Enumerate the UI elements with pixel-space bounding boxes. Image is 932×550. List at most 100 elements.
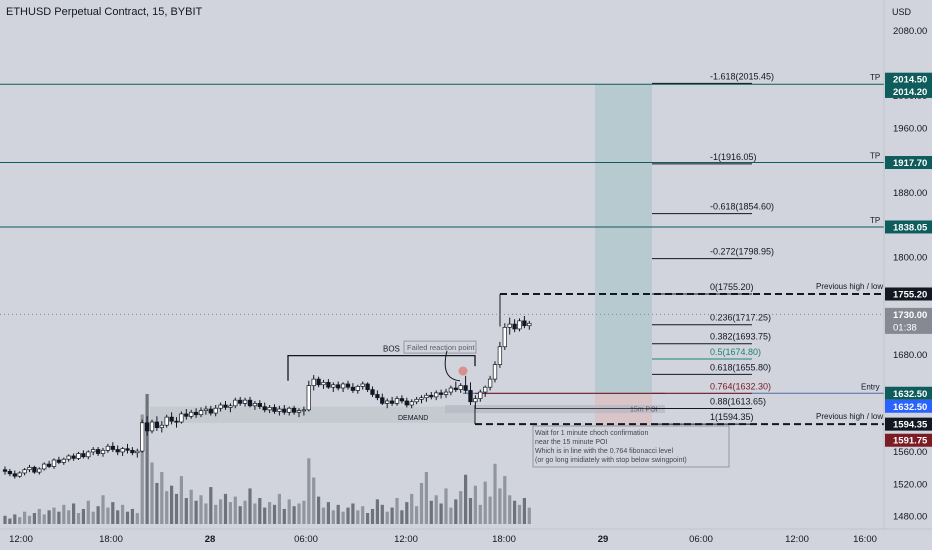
x-tick-label: 06:00: [689, 534, 713, 545]
candle-body: [321, 381, 326, 386]
candle-body: [144, 422, 150, 432]
volume-bar: [204, 503, 208, 524]
tp-line-label: TP: [870, 73, 880, 82]
candle-body: [61, 458, 66, 463]
axis-price-label: 1917.70: [885, 156, 932, 170]
candle-body: [159, 424, 164, 429]
candle-body: [267, 407, 272, 411]
candle-body: [208, 408, 213, 414]
candle-body: [507, 323, 512, 328]
fib-level-label: 0.382(1693.75): [710, 332, 771, 342]
candle-body: [81, 453, 86, 458]
axis-price-label-text: 1632.50: [893, 402, 927, 413]
axis-price-label-sub: 01:38: [893, 322, 917, 333]
volume-bar: [356, 510, 360, 524]
poi-zone: [445, 404, 665, 414]
candle-body: [399, 398, 405, 402]
volume-bar: [336, 504, 340, 524]
fib-level-label: -1.618(2015.45): [710, 71, 774, 81]
axis-price-label: 2014.50: [885, 72, 932, 86]
fib-level-label: 1(1594.35): [710, 412, 754, 422]
y-tick-label: 1480.00: [893, 512, 927, 523]
y-tick-label: 1680.00: [893, 350, 927, 361]
volume-bar: [145, 394, 149, 524]
x-tick-label: 12:00: [394, 534, 418, 545]
candle-body: [95, 449, 101, 454]
candle-body: [517, 320, 522, 330]
candle-body: [380, 397, 385, 404]
axis-price-label-bg: [885, 307, 932, 334]
candle-body: [32, 466, 37, 473]
candle-body: [414, 398, 419, 403]
volume-bar: [258, 498, 262, 524]
volume-bar: [42, 514, 46, 524]
volume-bar: [72, 503, 76, 524]
candle-body: [385, 400, 390, 404]
chart-title: ETHUSD Perpetual Contract, 15, BYBIT: [6, 6, 203, 18]
candle-body: [169, 416, 174, 422]
volume-bar: [483, 481, 487, 524]
volume-bar: [111, 502, 115, 524]
volume-bar: [248, 488, 252, 524]
candle-body: [468, 390, 473, 403]
demand-label: DEMAND: [398, 415, 428, 422]
volume-bar: [18, 517, 22, 524]
y-tick-label: 1800.00: [893, 253, 927, 264]
volume-bar: [8, 518, 12, 524]
candle-body: [434, 392, 439, 398]
candle-body: [27, 466, 32, 471]
candle-body: [438, 392, 444, 395]
failed-label: Failed reaction point: [407, 343, 475, 352]
volume-bar: [199, 495, 203, 524]
volume-bar: [449, 507, 453, 524]
axis-price-label: 1838.05: [885, 220, 932, 234]
candle-body: [110, 445, 115, 450]
candle-body: [316, 378, 321, 386]
volume-bar: [503, 476, 507, 524]
note-line: near the 15 minute POI: [535, 439, 607, 446]
volume-bar: [106, 507, 110, 524]
candle-body: [66, 455, 71, 460]
candle-body: [17, 472, 22, 477]
volume-bar: [405, 502, 409, 524]
candle-body: [301, 409, 307, 412]
swing-level-label: Previous high / low: [816, 282, 883, 291]
volume-bar: [370, 508, 375, 524]
volume-bar: [341, 511, 345, 524]
volume-bar: [302, 500, 306, 524]
volume-bar: [253, 503, 257, 524]
candle-body: [389, 400, 395, 404]
candle-body: [262, 406, 267, 411]
volume-bar: [478, 504, 482, 524]
volume-bar: [27, 515, 32, 524]
candle-body: [223, 404, 228, 408]
volume-bar: [419, 482, 424, 524]
volume-bar: [522, 498, 526, 524]
candle-body: [404, 400, 409, 406]
volume-bar: [219, 499, 223, 524]
volume-bar: [130, 508, 134, 524]
volume-bar: [292, 506, 296, 524]
axis-price-label-bg: [885, 156, 932, 170]
volume-bar: [380, 504, 384, 524]
fib-level-label: -1(1916.05): [710, 152, 757, 162]
candle-body: [37, 468, 42, 473]
candle-body: [522, 320, 527, 327]
candle-body: [193, 411, 199, 416]
volume-bar: [13, 514, 17, 524]
volume-bar: [297, 503, 301, 524]
candle-body: [164, 416, 169, 426]
volume-bar: [194, 500, 198, 524]
axis-price-label-bg: [885, 84, 932, 98]
candle-body: [76, 453, 81, 459]
candle-body: [247, 399, 253, 407]
volume-bar: [346, 507, 350, 524]
volume-bar: [150, 462, 154, 524]
candle-body: [492, 364, 498, 380]
volume-bar: [439, 503, 443, 524]
fib-level-label: 0.88(1613.65): [710, 397, 766, 407]
volume-bar: [209, 487, 213, 524]
axis-price-label-bg: [885, 72, 932, 86]
candle-body: [105, 445, 111, 451]
